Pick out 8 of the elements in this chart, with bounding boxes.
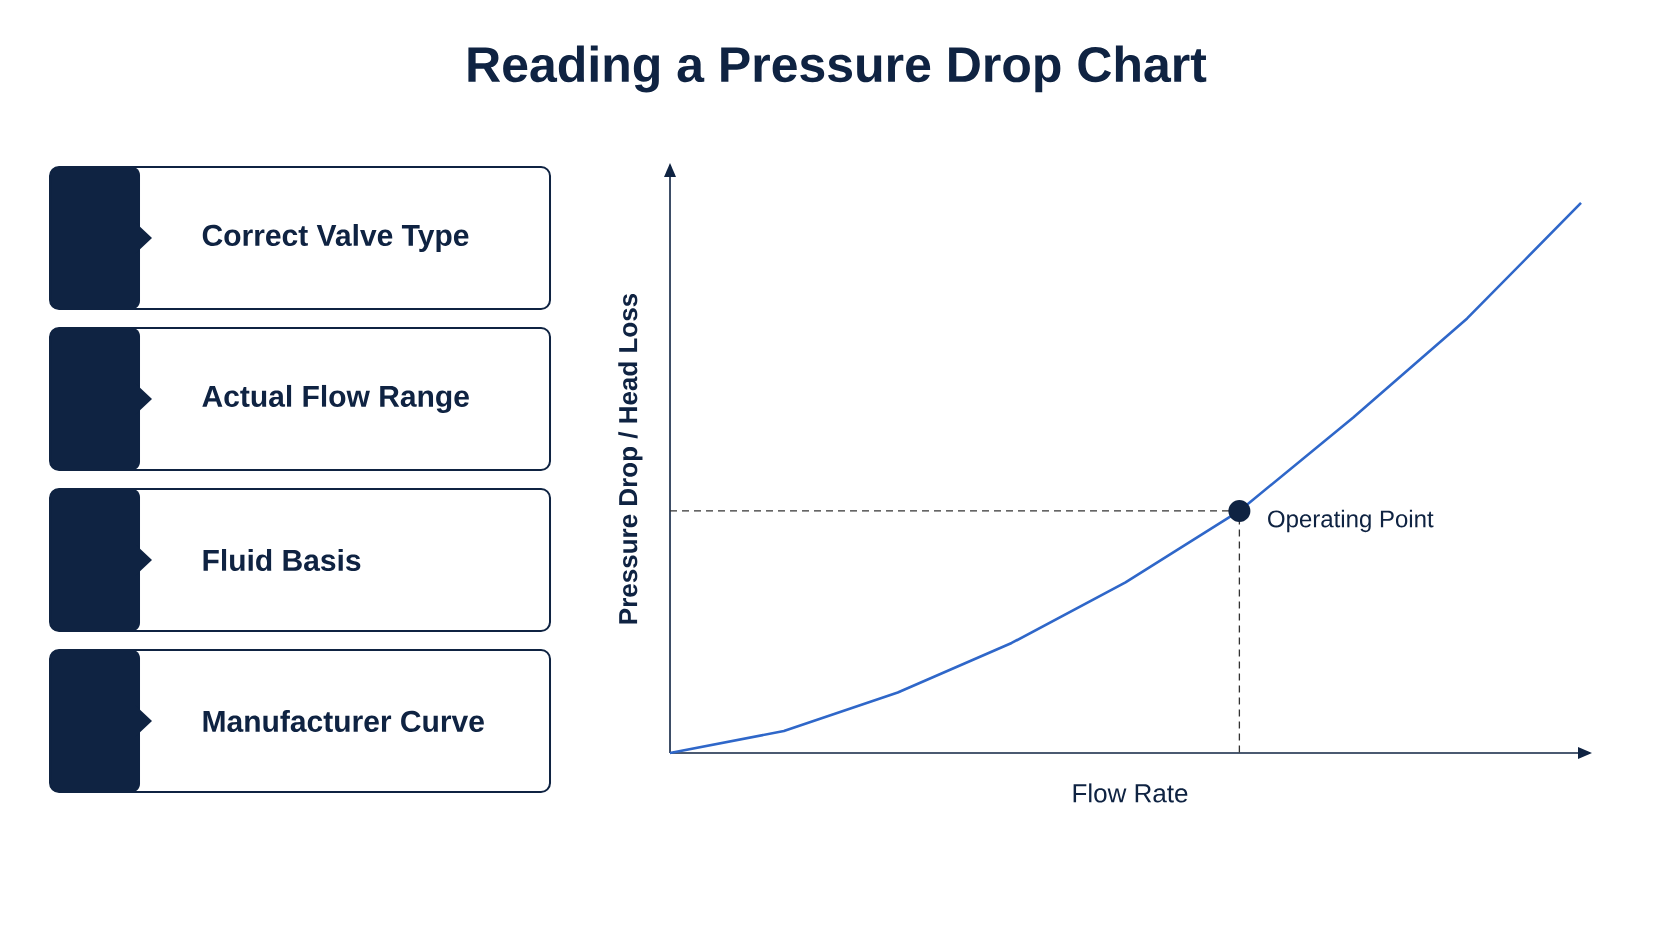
annotation: Operating Point bbox=[1268, 509, 1434, 533]
y-axis-title: Pressure Drop / Head Loss bbox=[618, 293, 643, 624]
text: Actual Flow Range bbox=[202, 384, 469, 414]
text: Manufacturer Curve bbox=[203, 709, 484, 733]
text: Reading a Pressure Drop Chart bbox=[468, 45, 1207, 93]
text: Correct Valve Type bbox=[202, 224, 469, 252]
x-axis-title: Flow Rate bbox=[1073, 783, 1188, 803]
text: Fluid Basis bbox=[203, 548, 361, 571]
